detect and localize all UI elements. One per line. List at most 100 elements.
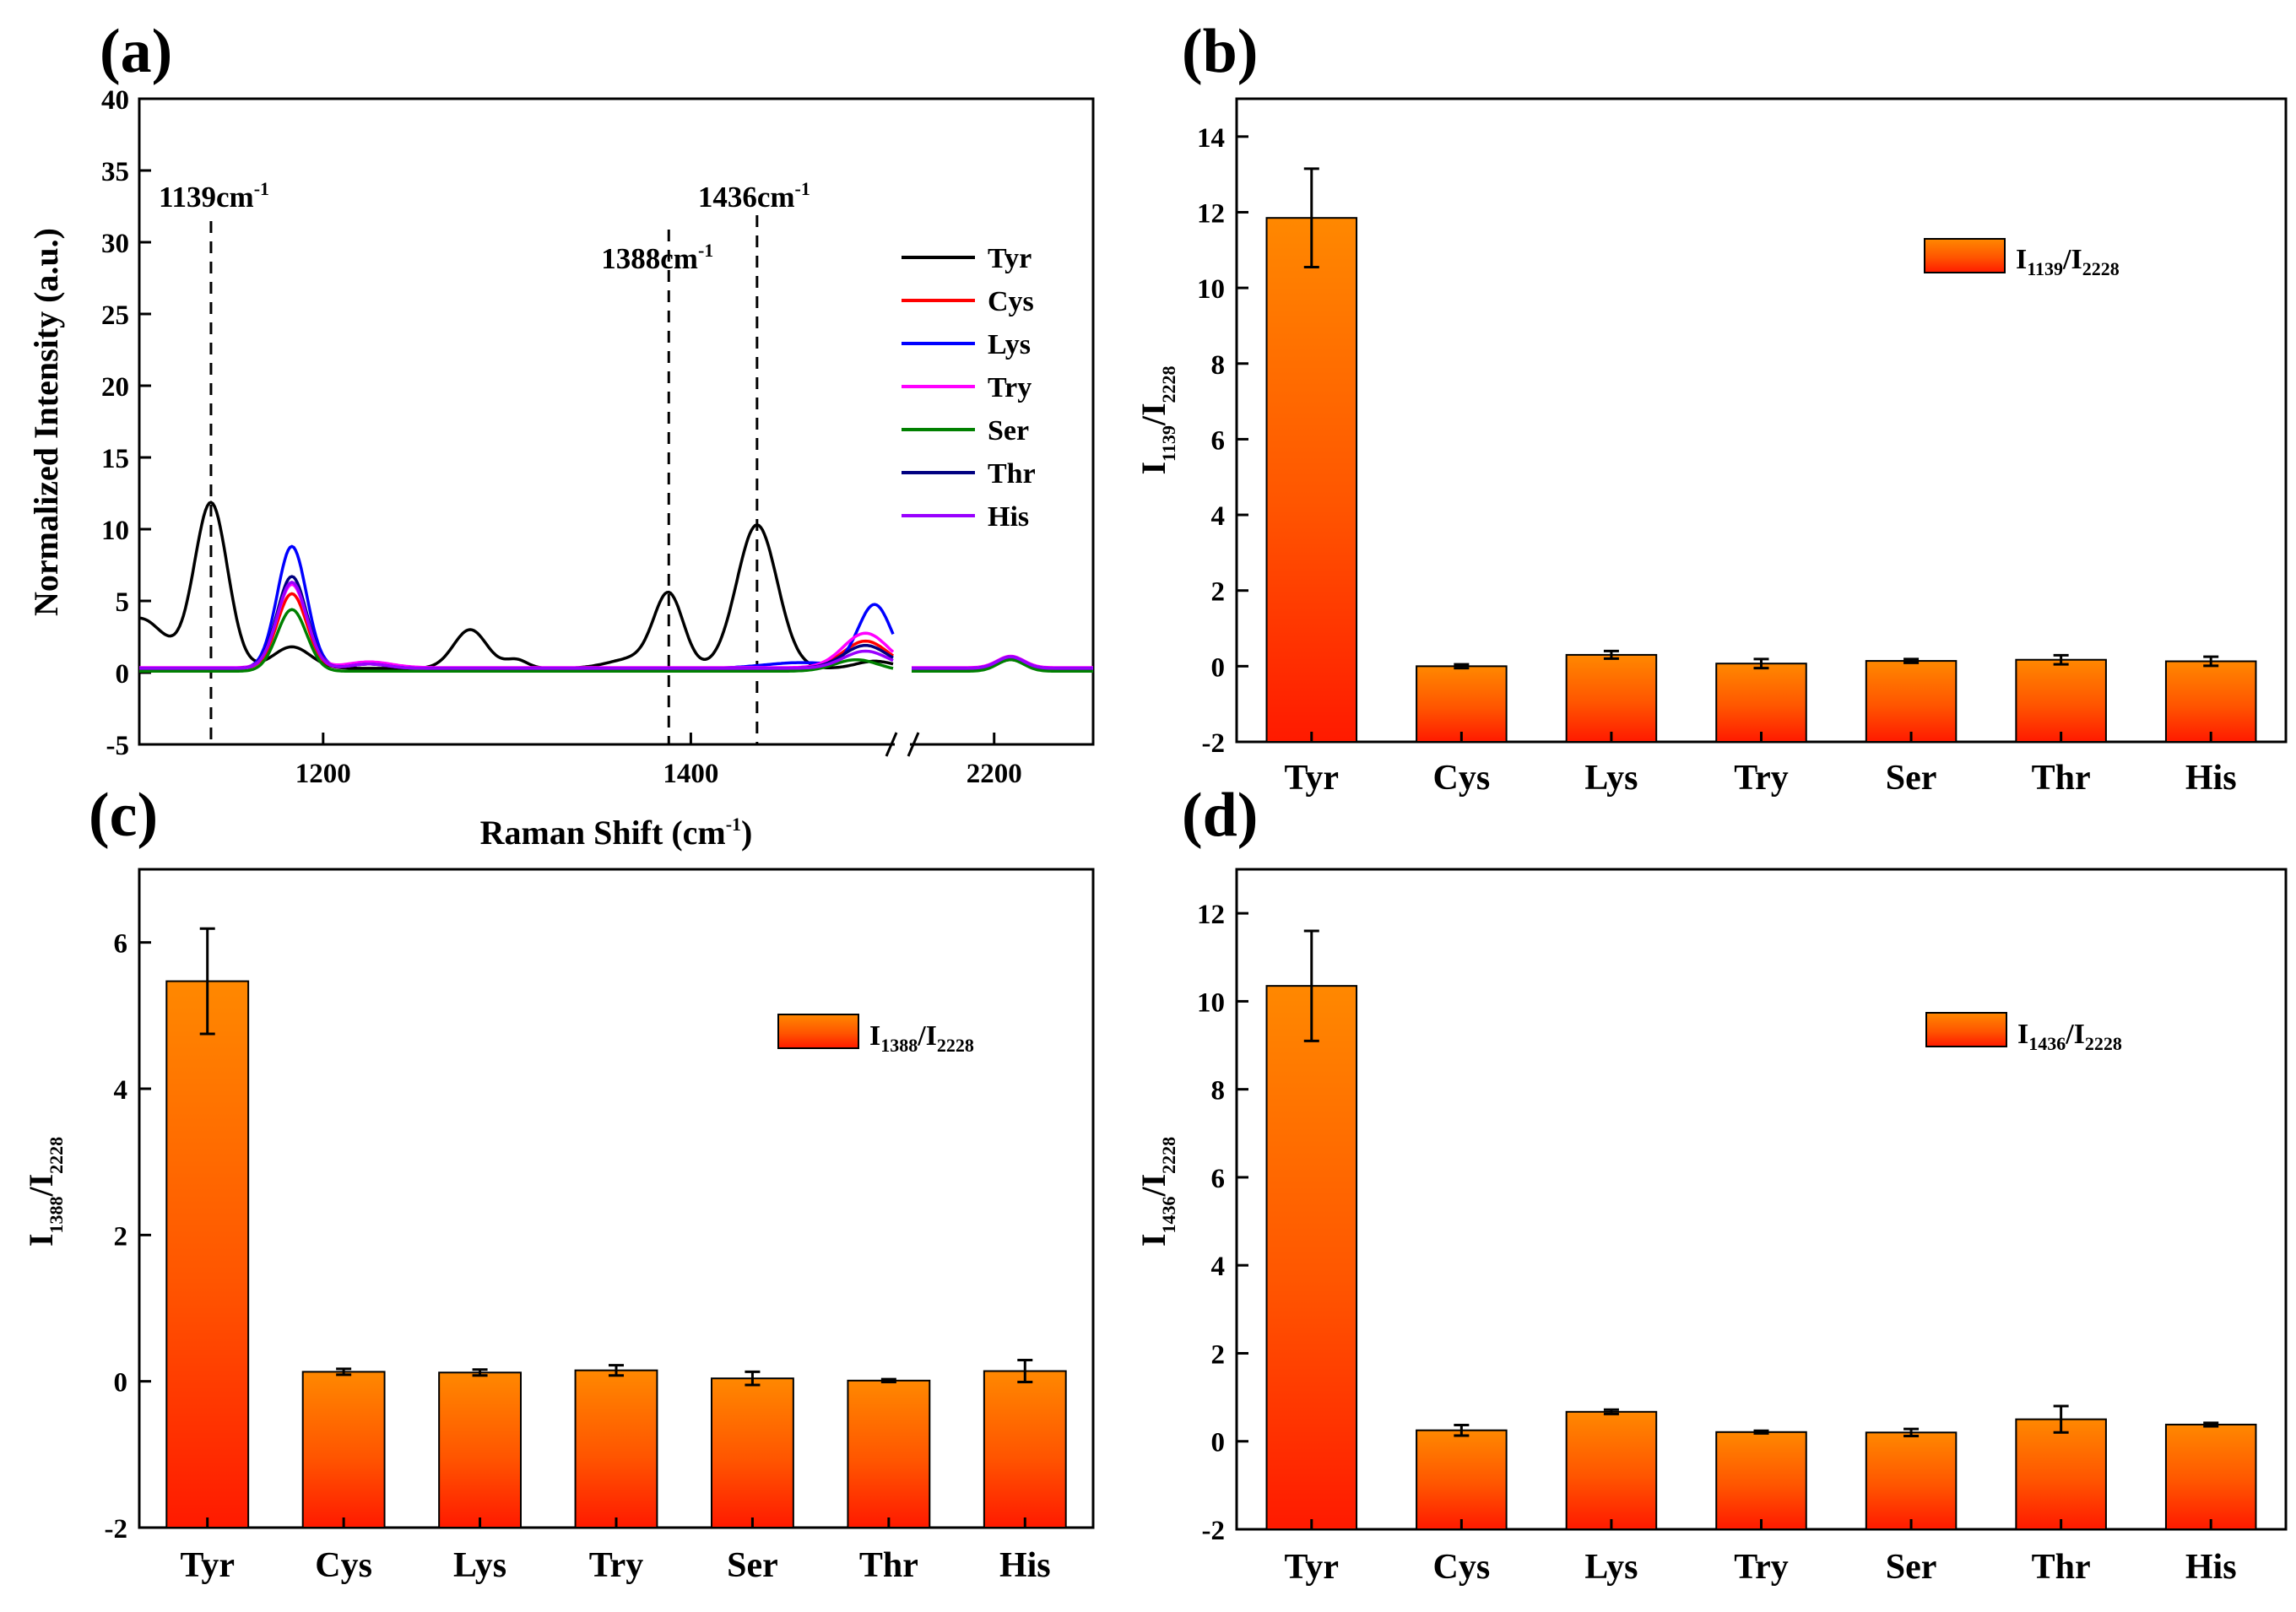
ytick-label: 14 (1197, 123, 1225, 154)
category-label-ser: Ser (727, 1546, 778, 1585)
panel-b-label: (b) (1182, 17, 1258, 86)
category-label-cys: Cys (315, 1546, 372, 1585)
ytick-label: 0 (1211, 652, 1226, 683)
category-label-lys: Lys (453, 1546, 506, 1585)
panel-a-xticks: 1200 1400 2200 (295, 732, 1022, 789)
bar-thr (847, 1379, 931, 1529)
ytick-label: -2 (1202, 728, 1226, 759)
ytick-label: 20 (101, 372, 129, 403)
ytick-label: 10 (1197, 274, 1225, 305)
bar-lys (1565, 1410, 1658, 1530)
panel-d: (d) -2 0 2 4 6 8 10 12 Tyr Cys Lys Try Ser Thr His I1… (1134, 781, 2288, 1587)
bar-ser (711, 1377, 794, 1528)
panel-a-ylabel: Normalized Intensity (a.u.) (27, 228, 65, 616)
ytick-label: 2 (1211, 577, 1226, 608)
panel-c-legend-swatch (777, 1014, 859, 1049)
legend-label-tyr: Tyr (988, 243, 1032, 274)
panel-b-categories: Tyr Cys Lys Try Ser Thr His (1285, 732, 2237, 798)
panel-d-label: (d) (1182, 781, 1258, 850)
panel-c-ylabel: I1388/I2228 (22, 1137, 67, 1247)
panel-a-yticks: -5 0 5 10 15 20 25 30 35 40 (101, 85, 151, 761)
bar-cys (1416, 1429, 1508, 1530)
bar-lys (438, 1371, 523, 1529)
panel-b-ylabel: I1139/I2228 (1134, 365, 1179, 474)
series-line-his-segment2 (912, 655, 1093, 670)
panel-a-legend: Tyr Cys Lys Try Ser Thr His (902, 243, 1036, 533)
xtick-label: 1200 (295, 759, 351, 789)
panel-d-ylabel: I1436/I2228 (1134, 1137, 1179, 1247)
bar-tyr (1265, 985, 1358, 1530)
category-label-lys: Lys (1584, 759, 1638, 798)
ytick-label: 0 (116, 659, 130, 690)
panel-b-legend-swatch (1924, 238, 2006, 273)
ytick-label: 40 (101, 85, 129, 116)
axis-break-mark (885, 732, 898, 757)
panel-c-yticks: -2 0 2 4 6 (105, 929, 151, 1544)
ytick-label: 25 (101, 300, 129, 331)
bar-try (574, 1369, 658, 1528)
series-line-ser-segment2 (912, 657, 1093, 673)
ytick-label: 5 (116, 587, 130, 618)
panel-c: (c) -2 0 2 4 6 Tyr Cys Lys Try Ser Thr His I1388/I… (22, 781, 1095, 1585)
bar-his (2164, 660, 2257, 743)
annotation-label-1139: 1139cm-1 (159, 178, 269, 214)
ytick-label: 12 (1197, 900, 1225, 930)
ytick-label: 0 (1211, 1428, 1226, 1458)
panel-b-frame (1235, 97, 2288, 744)
panel-c-label: (c) (89, 781, 158, 850)
ytick-label: 30 (101, 229, 129, 259)
legend-label-ser: Ser (988, 415, 1029, 446)
panel-b-legend-label: I1139/I2228 (2016, 244, 2120, 279)
panel-d-legend-swatch (1925, 1012, 2007, 1047)
panel-c-categories: Tyr Cys Lys Try Ser Thr His (180, 1517, 1051, 1585)
panel-c-legend-label: I1388/I2228 (869, 1020, 974, 1056)
panel-a-series (138, 500, 1093, 673)
panel-c-legend: I1388/I2228 (777, 1014, 974, 1056)
category-label-lys: Lys (1584, 1548, 1638, 1587)
ytick-label: 8 (1211, 1076, 1226, 1106)
bar-his (983, 1370, 1067, 1528)
panel-b-yticks: -2 0 2 4 6 8 10 12 14 (1197, 123, 1248, 759)
legend-label-try: Try (988, 372, 1032, 403)
series-line-lys (139, 544, 895, 670)
panel-d-categories: Tyr Cys Lys Try Ser Thr His (1285, 1519, 2237, 1587)
panel-a-annotation-lines: 1139cm-1 1388cm-1 1436cm-1 (159, 178, 810, 744)
ytick-label: 4 (1211, 1252, 1226, 1282)
category-label-ser: Ser (1886, 1548, 1937, 1587)
ytick-label: 10 (1197, 987, 1225, 1018)
bar-try (1715, 663, 1807, 743)
panel-d-legend: I1436/I2228 (1925, 1012, 2122, 1054)
ytick-label: 12 (1197, 198, 1225, 229)
category-label-try: Try (589, 1546, 644, 1585)
series-line-tyr (138, 500, 894, 670)
ytick-label: 15 (101, 444, 129, 474)
ytick-label: -2 (105, 1514, 128, 1544)
category-label-cys: Cys (1433, 1548, 1491, 1587)
category-label-his: His (2185, 759, 2237, 798)
bar-thr (2015, 1418, 2107, 1530)
category-label-ser: Ser (1886, 759, 1937, 798)
ytick-label: 2 (1211, 1339, 1226, 1370)
xtick-label: 2200 (967, 759, 1022, 789)
panel-d-bars (1265, 929, 2257, 1530)
category-label-tyr: Tyr (180, 1546, 235, 1585)
ytick-label: 8 (1211, 350, 1226, 381)
ytick-label: 6 (1211, 1164, 1226, 1194)
category-label-try: Try (1734, 1548, 1789, 1587)
bar-cys (1416, 665, 1508, 744)
bar-thr (2015, 658, 2107, 744)
panel-c-bars (165, 927, 1067, 1529)
panel-a-xlabel: Raman Shift (cm-1) (480, 814, 753, 852)
xtick-label: 1400 (663, 759, 718, 789)
annotation-label-1388: 1388cm-1 (601, 240, 713, 275)
category-label-try: Try (1734, 759, 1789, 798)
category-label-his: His (2185, 1548, 2237, 1587)
panel-b-bars (1265, 167, 2257, 744)
bar-lys (1565, 653, 1658, 743)
bar-try (1715, 1431, 1807, 1530)
legend-label-thr: Thr (988, 458, 1036, 490)
bar-tyr (165, 980, 250, 1528)
